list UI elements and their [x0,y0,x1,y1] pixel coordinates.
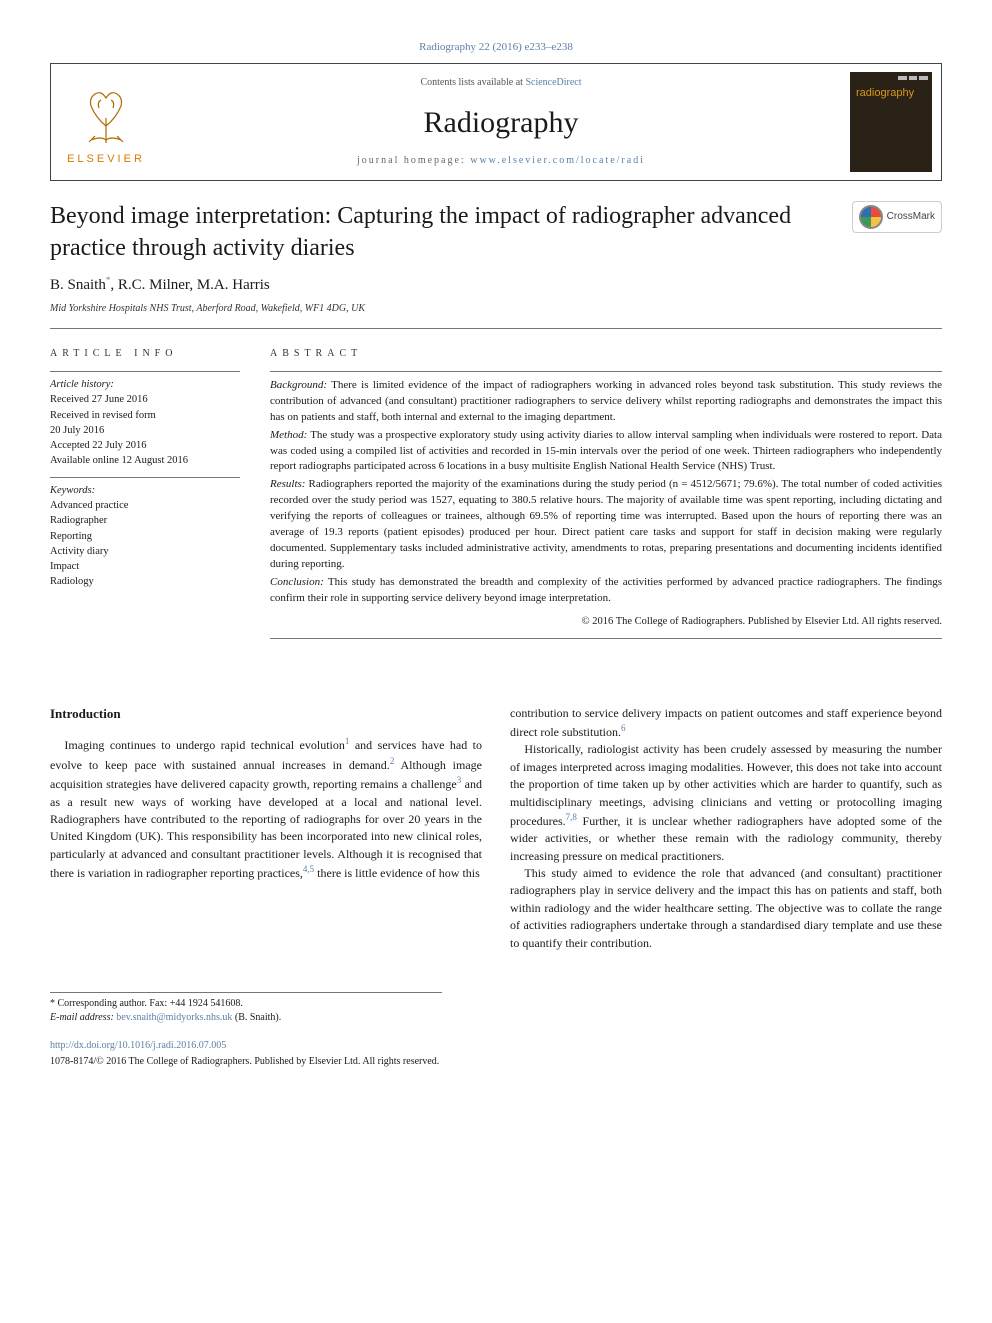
corresponding-author: * Corresponding author. Fax: +44 1924 54… [50,997,442,1011]
elsevier-logo: ELSEVIER [51,64,161,180]
article-title: Beyond image interpretation: Capturing t… [50,201,842,263]
ref-link[interactable]: 1 [345,736,350,746]
abstract-heading: ABSTRACT [270,347,942,361]
bottom-copyright: 1078-8174/© 2016 The College of Radiogra… [50,1055,942,1069]
email-suffix: (B. Snaith). [232,1012,281,1023]
email-link[interactable]: bev.snaith@midyorks.nhs.uk [116,1012,232,1023]
body-columns: Introduction Imaging continues to underg… [50,705,942,952]
keyword: Radiology [50,574,240,589]
history-line: 20 July 2016 [50,423,240,438]
abstract-copyright: © 2016 The College of Radiographers. Pub… [270,615,942,630]
abstract: ABSTRACT Background: There is limited ev… [270,347,942,645]
cover-title: radiography [856,86,926,101]
crossmark-badge[interactable]: CrossMark [852,201,942,233]
crossmark-icon [859,205,883,229]
ref-link[interactable]: 7,8 [566,812,577,822]
method-text: The study was a prospective exploratory … [270,429,942,473]
header-center: Contents lists available at ScienceDirec… [161,64,841,180]
history-line: Accepted 22 July 2016 [50,438,240,453]
crossmark-label: CrossMark [887,210,935,224]
results-text: Radiographers reported the majority of t… [270,478,942,570]
conclusion-label: Conclusion: [270,576,324,588]
background-text: There is limited evidence of the impact … [270,379,942,423]
abstract-text: Background: There is limited evidence of… [270,378,942,607]
keywords-label: Keywords: [50,484,240,499]
citation-line: Radiography 22 (2016) e233–e238 [50,40,942,55]
keyword: Radiographer [50,513,240,528]
footnotes: * Corresponding author. Fax: +44 1924 54… [50,992,442,1025]
body-paragraph: contribution to service delivery impacts… [510,705,942,742]
body-col-right: contribution to service delivery impacts… [510,705,942,952]
article-info: ARTICLE INFO Article history: Received 2… [50,347,240,645]
elsevier-tree-icon [71,78,141,148]
cover-bars-icon [898,76,928,80]
keyword: Impact [50,559,240,574]
history-line: Available online 12 August 2016 [50,453,240,468]
authors: B. Snaith*, R.C. Milner, M.A. Harris [50,274,942,296]
ref-link[interactable]: 6 [621,723,626,733]
journal-cover: radiography [841,64,941,180]
divider [50,328,942,329]
ref-link[interactable]: 2 [390,756,395,766]
history-label: Article history: [50,378,240,393]
journal-name: Radiography [171,102,831,144]
email-line: E-mail address: bev.snaith@midyorks.nhs.… [50,1011,442,1025]
homepage-link[interactable]: www.elsevier.com/locate/radi [470,155,645,166]
elsevier-label: ELSEVIER [67,152,145,167]
history-line: Received 27 June 2016 [50,392,240,407]
contents-line: Contents lists available at ScienceDirec… [171,76,831,90]
keyword: Reporting [50,529,240,544]
info-divider [50,371,240,372]
introduction-heading: Introduction [50,705,482,724]
ref-link[interactable]: 4,5 [303,864,314,874]
body-paragraph: Historically, radiologist activity has b… [510,741,942,865]
ref-link[interactable]: 3 [457,775,462,785]
abstract-divider [270,371,942,372]
body-paragraph: Imaging continues to undergo rapid techn… [50,735,482,882]
body-col-left: Introduction Imaging continues to underg… [50,705,482,952]
abstract-divider [270,638,942,639]
email-label: E-mail address: [50,1012,116,1023]
results-label: Results: [270,478,305,490]
contents-prefix: Contents lists available at [420,77,525,88]
affiliation: Mid Yorkshire Hospitals NHS Trust, Aberf… [50,302,942,316]
homepage-line: journal homepage: www.elsevier.com/locat… [171,154,831,168]
history-line: Received in revised form [50,408,240,423]
background-label: Background: [270,379,327,391]
homepage-prefix: journal homepage: [357,155,470,166]
method-label: Method: [270,429,307,441]
cover-thumbnail: radiography [850,72,932,172]
keyword: Activity diary [50,544,240,559]
keyword: Advanced practice [50,498,240,513]
title-block: Beyond image interpretation: Capturing t… [50,201,942,263]
info-abstract-row: ARTICLE INFO Article history: Received 2… [50,347,942,645]
sciencedirect-link[interactable]: ScienceDirect [525,77,581,88]
journal-header: ELSEVIER Contents lists available at Sci… [50,63,942,181]
body-paragraph: This study aimed to evidence the role th… [510,865,942,952]
article-info-heading: ARTICLE INFO [50,347,240,361]
conclusion-text: This study has demonstrated the breadth … [270,576,942,604]
doi-link[interactable]: http://dx.doi.org/10.1016/j.radi.2016.07… [50,1040,226,1051]
doi-block: http://dx.doi.org/10.1016/j.radi.2016.07… [50,1039,942,1053]
info-divider [50,477,240,478]
